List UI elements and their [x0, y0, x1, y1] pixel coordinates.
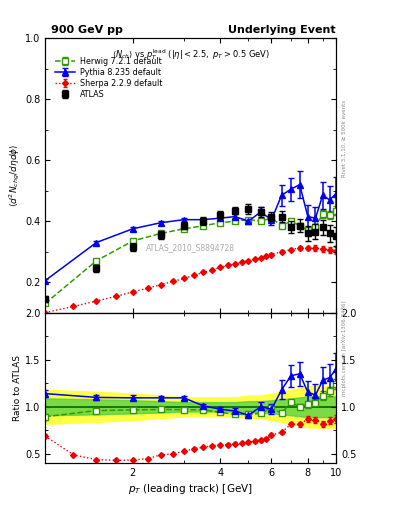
- Y-axis label: Ratio to ATLAS: Ratio to ATLAS: [13, 355, 22, 421]
- Text: Rivet 3.1.10, ≥ 500k events: Rivet 3.1.10, ≥ 500k events: [342, 100, 347, 177]
- Text: 900 GeV pp: 900 GeV pp: [51, 25, 123, 35]
- Text: $\langle N_{ch}\rangle$ vs $p_T^{\rm lead}$ ($|\eta| < 2.5,\ p_T > 0.5$ GeV): $\langle N_{ch}\rangle$ vs $p_T^{\rm lea…: [112, 47, 270, 61]
- X-axis label: $p_T$ (leading track) [GeV]: $p_T$ (leading track) [GeV]: [128, 482, 253, 497]
- Y-axis label: $\langle d^2 N_{chg}/d\eta d\phi \rangle$: $\langle d^2 N_{chg}/d\eta d\phi \rangle…: [8, 144, 22, 207]
- Text: ATLAS_2010_S8894728: ATLAS_2010_S8894728: [146, 243, 235, 252]
- Text: Underlying Event: Underlying Event: [228, 25, 336, 35]
- Legend: Herwig 7.2.1 default, Pythia 8.235 default, Sherpa 2.2.9 default, ATLAS: Herwig 7.2.1 default, Pythia 8.235 defau…: [52, 53, 165, 102]
- Text: mcplots.cern.ch [arXiv:1306.3436]: mcplots.cern.ch [arXiv:1306.3436]: [342, 301, 347, 396]
